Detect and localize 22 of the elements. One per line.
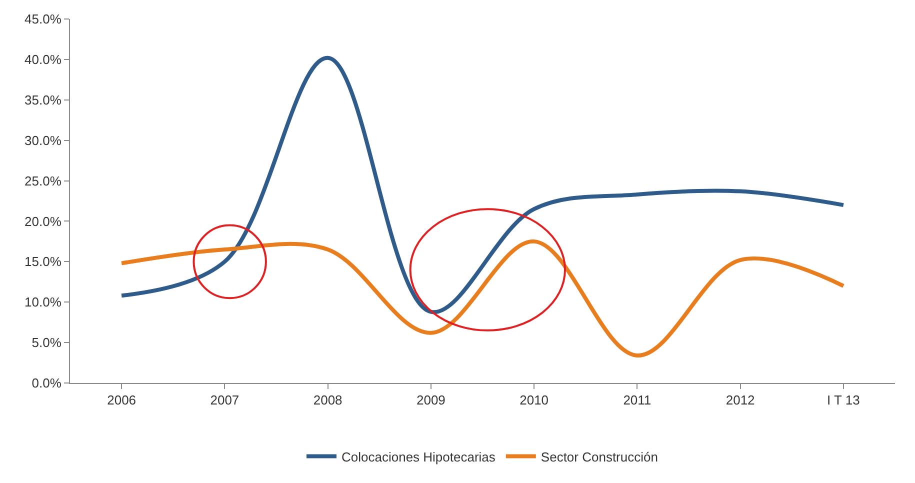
line-series xyxy=(120,56,846,314)
y-tick-label: 35.0% xyxy=(24,92,62,108)
x-tick-label: I T 13 xyxy=(827,392,860,408)
x-tick-label: 2011 xyxy=(623,392,652,408)
y-tick-label: 30.0% xyxy=(24,132,62,148)
x-tick-label: 2009 xyxy=(416,392,446,408)
y-tick-label: 10.0% xyxy=(24,294,62,310)
line-series xyxy=(120,239,846,358)
x-tick-label: 2010 xyxy=(520,392,549,408)
y-tick-label: 20.0% xyxy=(24,214,62,229)
x-tick-label: 2006 xyxy=(107,392,136,408)
x-tick-label: 2012 xyxy=(726,392,755,408)
legend-label: Sector Construcción xyxy=(540,449,658,464)
x-tick-label: 2007 xyxy=(210,392,240,408)
y-tick-label: 45.0% xyxy=(24,12,62,27)
y-tick-label: 40.0% xyxy=(24,52,62,67)
y-tick-label: 25.0% xyxy=(24,173,62,188)
legend-label: Colocaciones Hipotecarias xyxy=(342,449,496,464)
y-tick-label: 0.0% xyxy=(32,376,62,391)
y-tick-label: 5.0% xyxy=(32,335,62,350)
x-tick-label: 2008 xyxy=(313,392,342,408)
y-tick-label: 15.0% xyxy=(24,254,62,270)
